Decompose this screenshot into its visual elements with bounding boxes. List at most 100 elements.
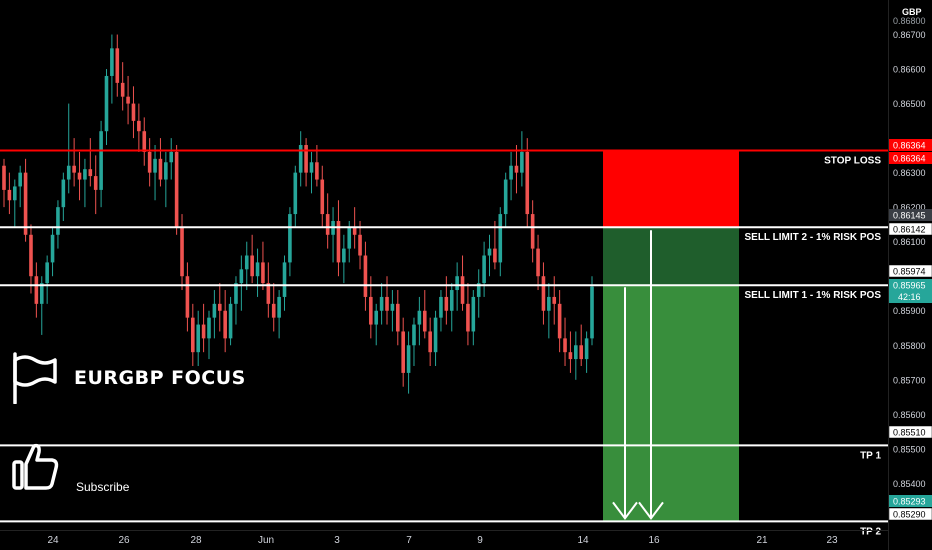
arrow-head — [638, 501, 664, 521]
candle-body — [557, 303, 562, 339]
y-tick-label: 0.86700 — [893, 30, 926, 40]
candle-body — [466, 303, 470, 332]
stop-loss-zone — [603, 150, 739, 228]
x-tick-label: 3 — [334, 535, 340, 546]
candle-body — [66, 165, 71, 180]
y-tick-label: 0.85600 — [893, 410, 926, 420]
price-tag — [888, 425, 932, 439]
x-tick-label: 24 — [47, 535, 59, 546]
candle-body — [180, 227, 184, 277]
x-tick-label: Jun — [258, 535, 274, 546]
candle-body — [444, 296, 449, 311]
price-tag-label: 0.85974 — [893, 267, 926, 277]
candle-body — [169, 151, 174, 163]
sell-limit-1-label: SELL LIMIT 1 - 1% RISK POS — [744, 290, 881, 301]
price-tag-label: 0.86145 — [893, 211, 926, 221]
price-tag-label: 0.85293 — [893, 497, 926, 507]
price-tag — [889, 495, 932, 507]
y-tick-label: 0.86200 — [893, 203, 926, 213]
candle-body — [7, 189, 12, 201]
candle-body — [579, 345, 584, 360]
candle-body — [288, 214, 292, 263]
candle-body — [244, 255, 249, 270]
candle-body — [584, 338, 589, 360]
candle-body — [164, 162, 168, 180]
candle-body — [12, 186, 17, 201]
flag-icon — [13, 352, 57, 404]
y-tick-label: 0.86500 — [893, 99, 926, 109]
price-tag — [889, 279, 932, 303]
candle-body — [342, 248, 346, 263]
candle-body — [374, 310, 379, 325]
y-tick-label: 0.86300 — [893, 168, 926, 178]
x-tick-label: 21 — [756, 535, 768, 546]
candle-body — [234, 283, 238, 304]
candle-body — [217, 303, 222, 311]
price-tag — [889, 209, 932, 221]
candle-body — [110, 48, 114, 76]
candle-body — [493, 248, 497, 263]
candle-body — [223, 310, 227, 339]
price-tag — [889, 139, 932, 151]
y-tick-label: 0.85700 — [893, 375, 926, 385]
candle-body — [482, 255, 486, 284]
candle-body — [77, 172, 82, 180]
y-tick-label: 0.86600 — [893, 65, 926, 75]
candle-body — [207, 317, 211, 339]
y-tick-label: 0.85400 — [893, 479, 926, 489]
y-tick-label: 0.86100 — [893, 237, 926, 247]
candle-body — [315, 162, 319, 180]
candle-body — [352, 227, 357, 235]
candle-body — [50, 234, 55, 263]
candle-body — [525, 151, 530, 215]
candle-body — [417, 310, 422, 325]
candle-body — [120, 82, 125, 97]
candle-body — [401, 331, 405, 373]
candle-body — [536, 248, 540, 277]
candle-body — [191, 317, 195, 353]
stop-loss-label: STOP LOSS — [824, 156, 881, 167]
candle-body — [23, 172, 28, 235]
candle-body — [514, 165, 519, 173]
candle-body — [45, 262, 49, 284]
candle-body — [153, 158, 157, 173]
candle-body — [428, 331, 432, 353]
candle-body — [460, 276, 465, 304]
candle-body — [115, 48, 120, 83]
candle-body — [336, 220, 341, 263]
candle-body — [503, 179, 508, 215]
candle-body — [158, 158, 163, 180]
candle-body — [563, 338, 567, 353]
brand-block: EURGBP FOCUS — [12, 352, 246, 404]
candle-body — [255, 262, 260, 277]
x-tick-label: 26 — [118, 535, 130, 546]
candle-body — [439, 296, 443, 318]
candle-body — [185, 276, 190, 318]
thumbs-up-icon — [12, 443, 59, 490]
candle-body — [574, 345, 578, 360]
x-tick-label: 23 — [826, 535, 838, 546]
price-tag — [889, 152, 932, 164]
candle-body — [83, 169, 87, 180]
candle-body — [277, 296, 281, 318]
candle-body — [2, 165, 6, 190]
candle-body — [34, 276, 39, 304]
candle-body — [104, 75, 109, 132]
candle-body — [147, 151, 152, 173]
candle-body — [137, 120, 141, 132]
candle-body — [530, 214, 535, 249]
candle-body — [201, 324, 206, 339]
candle-body — [568, 352, 573, 360]
candle-body — [320, 179, 325, 215]
price-tag-label: 0.86142 — [893, 225, 926, 235]
x-tick-label: 28 — [190, 535, 202, 546]
subscribe-label: Subscribe — [76, 480, 130, 494]
candle-body — [347, 227, 352, 249]
candle-body — [250, 255, 254, 277]
candle-body — [471, 296, 476, 332]
candle-body — [72, 165, 76, 173]
candle-body — [196, 324, 201, 353]
subscribe-block[interactable]: Subscribe — [12, 440, 130, 494]
candle-body — [298, 145, 303, 173]
candle-body — [422, 310, 427, 332]
